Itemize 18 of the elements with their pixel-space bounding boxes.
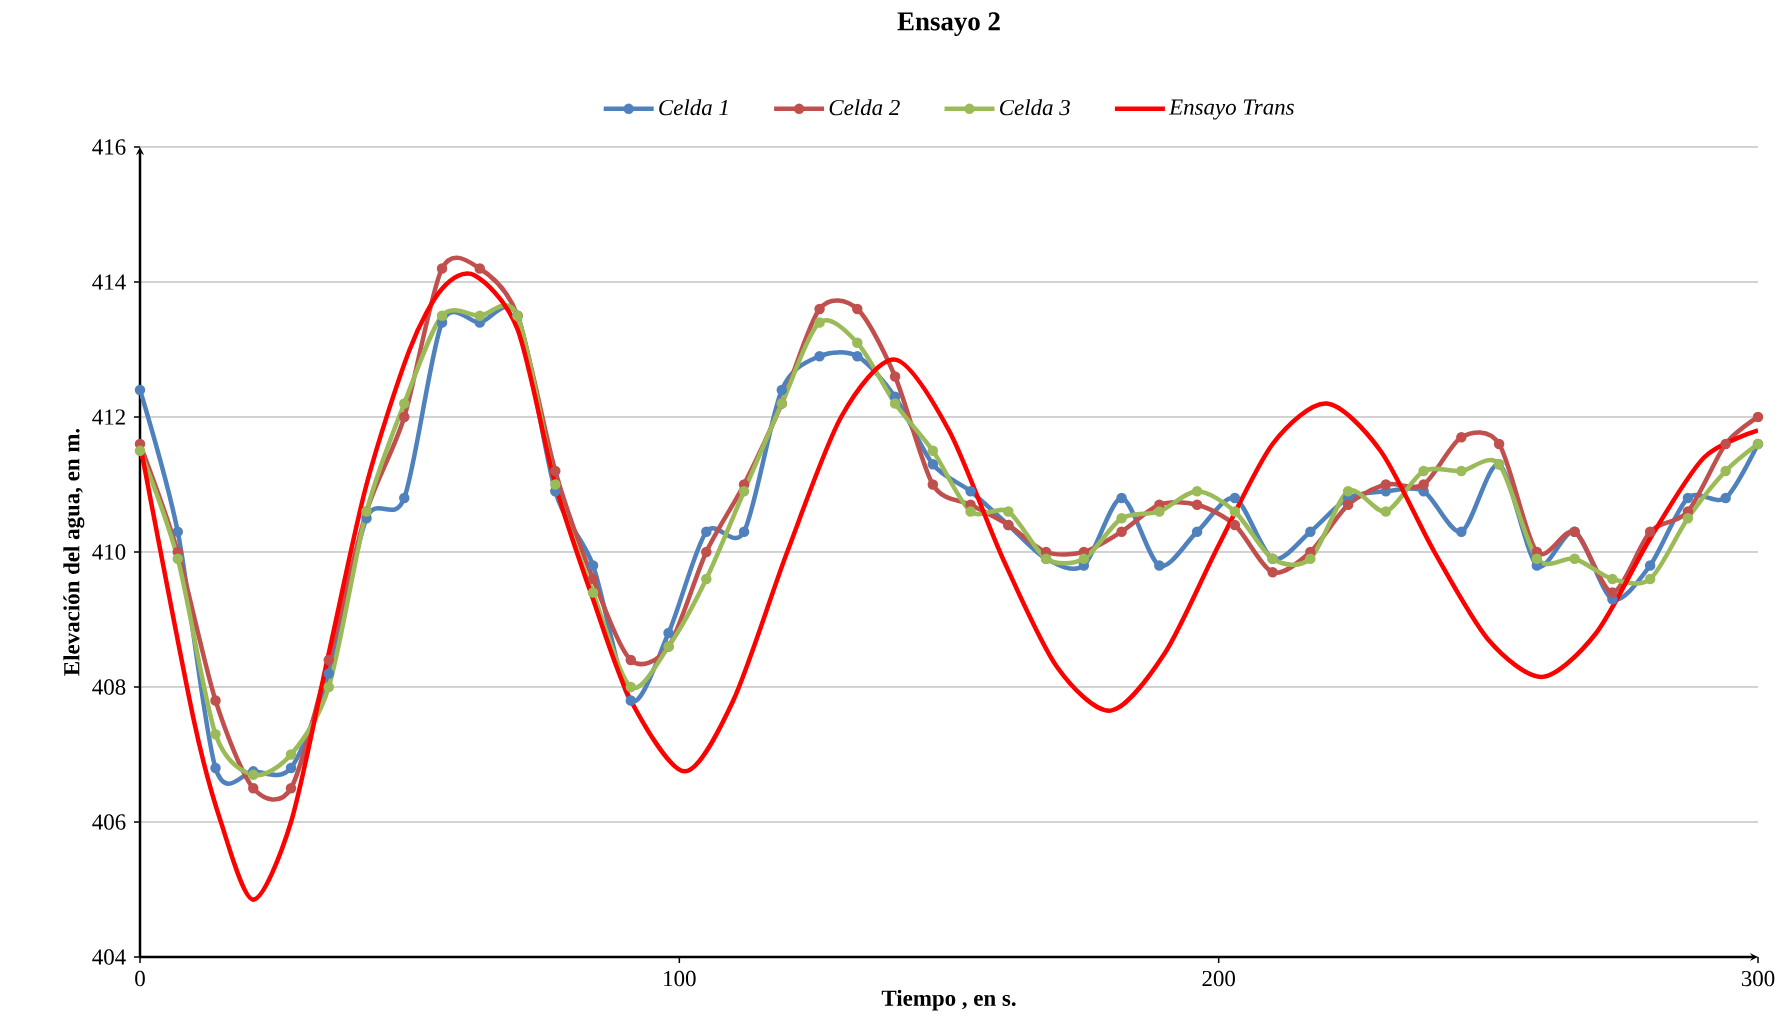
legend-label: Celda 2 — [829, 99, 900, 116]
y-axis-title: Elevación del agua, en m. — [63, 428, 85, 676]
y-tick-label: 416 — [92, 139, 126, 155]
y-tick-label: 408 — [92, 679, 126, 695]
x-tick-label: 100 — [664, 970, 696, 987]
y-tick-label: 410 — [92, 544, 126, 560]
y-tick-label: 406 — [92, 814, 126, 830]
legend-label: Celda 1 — [659, 99, 728, 116]
y-tick-label: 414 — [92, 274, 126, 290]
x-tick-label: 300 — [1741, 970, 1775, 987]
legend-label: Ensayo Trans — [1168, 99, 1294, 120]
x-tick-label: 0 — [135, 970, 145, 987]
x-axis-title: Tiempo , en s. — [881, 989, 1016, 1011]
y-tick-label: 404 — [92, 949, 126, 965]
chart-title: Ensayo 2 — [897, 12, 1000, 36]
y-tick-label: 412 — [92, 409, 125, 425]
legend-label: Celda 3 — [1000, 99, 1070, 116]
x-tick-label: 200 — [1202, 970, 1235, 987]
